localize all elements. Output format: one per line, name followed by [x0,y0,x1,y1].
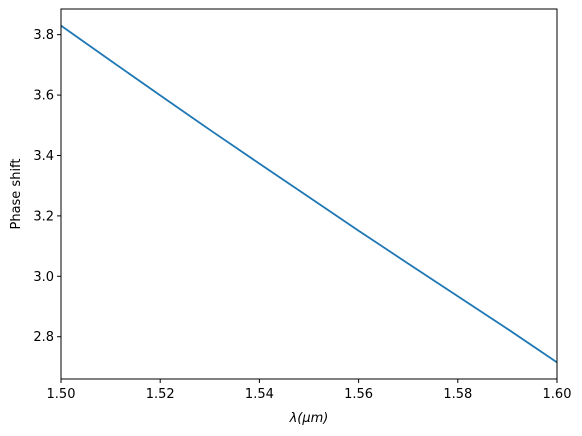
x-tick-label: 1.60 [543,387,572,402]
series-layer [60,24,558,364]
y-tick-label: 3.4 [33,149,54,164]
y-axis-label: Phase shift [9,158,24,229]
y-tick-label: 3.8 [33,28,54,43]
y-tick-label: 3.6 [33,89,54,104]
y-axis-ticks: 2.8 3.0 3.2 3.4 3.6 3.8 [33,28,61,345]
y-tick-label: 3.2 [33,209,54,224]
x-tick-label: 1.50 [47,387,76,402]
plot-area [61,9,557,379]
x-axis-ticks: 1.50 1.52 1.54 1.56 1.58 1.60 [47,379,572,402]
series-line [60,24,558,364]
x-tick-label: 1.54 [245,387,274,402]
x-tick-label: 1.52 [146,387,175,402]
x-tick-label: 1.56 [344,387,373,402]
plot-frame [60,8,558,380]
x-tick-label: 1.58 [443,387,472,402]
x-axis-label: λ(μm) [289,411,329,426]
y-tick-label: 3.0 [33,270,54,285]
y-tick-label: 2.8 [33,330,54,345]
